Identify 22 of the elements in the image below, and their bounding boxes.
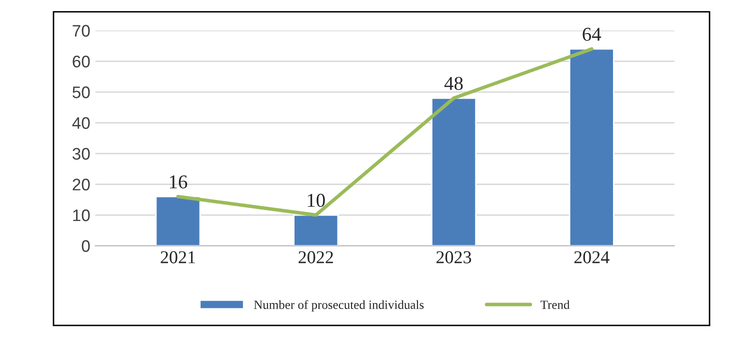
data-label: 48 bbox=[444, 76, 463, 90]
y-tick-label: 40 bbox=[72, 117, 90, 129]
y-tick-label: 0 bbox=[82, 240, 90, 252]
legend-label: Trend bbox=[540, 300, 570, 309]
bar bbox=[431, 97, 477, 246]
data-label: 16 bbox=[170, 175, 188, 188]
x-tick-label: 2023 bbox=[436, 251, 472, 264]
bar bbox=[155, 196, 201, 246]
x-tick-label: 2021 bbox=[160, 251, 195, 264]
y-tick-label: 50 bbox=[72, 86, 90, 98]
y-tick-label: 20 bbox=[72, 178, 90, 190]
y-tick-label: 30 bbox=[72, 148, 90, 160]
data-label: 10 bbox=[308, 194, 325, 207]
x-tick-label: 2024 bbox=[574, 251, 610, 264]
data-label: 64 bbox=[582, 28, 602, 41]
x-tick-label: 2022 bbox=[298, 251, 333, 264]
legend-label: Number of prosecuted individuals bbox=[254, 300, 424, 312]
bar bbox=[293, 214, 339, 246]
y-tick-label: 60 bbox=[72, 56, 90, 68]
y-tick-label: 10 bbox=[73, 209, 90, 222]
y-tick-label: 70 bbox=[72, 24, 90, 37]
bar bbox=[568, 48, 614, 246]
